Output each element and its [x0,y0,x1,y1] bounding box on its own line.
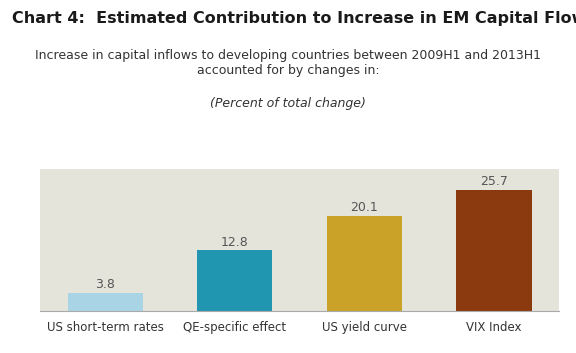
Bar [197,250,272,311]
Text: Chart 4:  Estimated Contribution to Increase in EM Capital Flows: Chart 4: Estimated Contribution to Incre… [12,11,576,25]
Bar [67,293,143,311]
Text: 3.8: 3.8 [95,278,115,291]
Text: 12.8: 12.8 [221,235,249,249]
Text: 25.7: 25.7 [480,175,508,188]
Bar [456,190,532,311]
Text: 20.1: 20.1 [350,201,378,214]
Text: (Percent of total change): (Percent of total change) [210,97,366,110]
Bar [327,216,402,311]
Text: Increase in capital inflows to developing countries between 2009H1 and 2013H1
ac: Increase in capital inflows to developin… [35,49,541,77]
